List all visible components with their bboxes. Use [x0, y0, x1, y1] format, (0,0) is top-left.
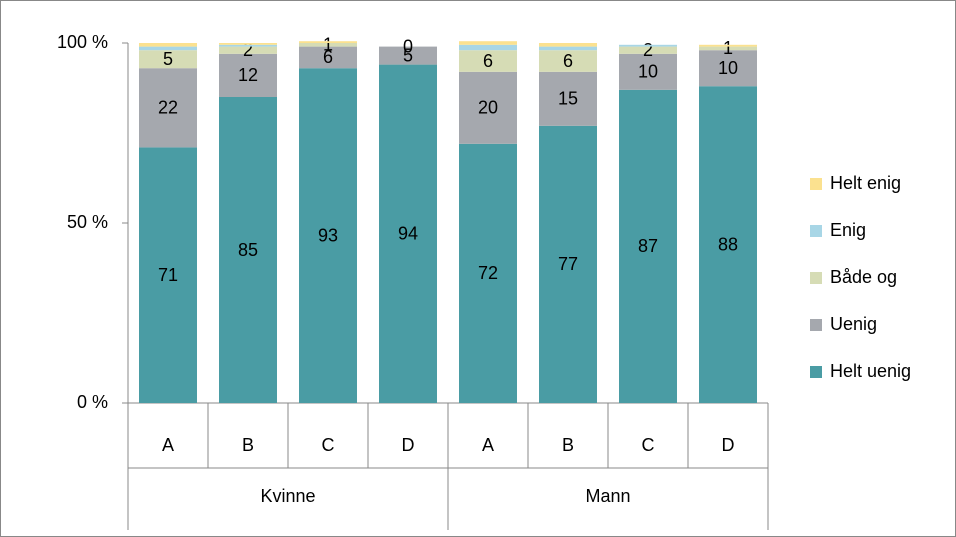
- bar-segment: [379, 64, 437, 403]
- legend-label: Både og: [830, 267, 897, 287]
- bar-segment: [699, 44, 757, 47]
- data-label: 2: [243, 40, 253, 60]
- bar-segment: [619, 53, 677, 90]
- bar-segment: [619, 44, 677, 47]
- data-label: 93: [318, 225, 338, 245]
- data-label: 0: [403, 36, 413, 56]
- data-label: 77: [558, 254, 578, 274]
- bar-segment: [699, 86, 757, 403]
- bar-segment: [139, 68, 197, 148]
- bar-segment: [619, 46, 677, 54]
- bar-segment: [139, 147, 197, 403]
- bar-segment: [539, 46, 597, 51]
- data-label: 85: [238, 240, 258, 260]
- bar-segment: [539, 43, 597, 47]
- x-tick-label: C: [642, 435, 655, 455]
- bar-segment: [219, 53, 277, 97]
- legend-label: Enig: [830, 220, 866, 240]
- x-tick-label: D: [722, 435, 735, 455]
- bar-segment: [539, 71, 597, 126]
- y-tick-label: 0 %: [77, 392, 108, 412]
- bar-segment: [539, 50, 597, 72]
- bar-segment: [139, 46, 197, 51]
- data-label: 6: [563, 51, 573, 71]
- y-tick-label: 50 %: [67, 212, 108, 232]
- legend-swatch: [810, 178, 822, 190]
- data-label: 5: [403, 45, 413, 65]
- data-label: 2: [643, 40, 653, 60]
- data-label: 87: [638, 236, 658, 256]
- bar-segment: [139, 43, 197, 47]
- legend-swatch: [810, 366, 822, 378]
- group-label: Kvinne: [260, 486, 315, 506]
- data-label: 88: [718, 234, 738, 254]
- bar-segment: [139, 50, 197, 69]
- data-label: 6: [483, 51, 493, 71]
- x-tick-label: C: [322, 435, 335, 455]
- bar-segment: [459, 71, 517, 144]
- x-tick-label: A: [162, 435, 174, 455]
- bar-segment: [219, 46, 277, 54]
- bar-segment: [459, 143, 517, 404]
- data-label: 10: [718, 58, 738, 78]
- legend-label: Helt enig: [830, 173, 901, 193]
- bar-segment: [219, 43, 277, 45]
- y-tick-label: 100 %: [57, 32, 108, 52]
- data-label: 15: [558, 89, 578, 109]
- bar-segment: [699, 50, 757, 87]
- x-tick-label: A: [482, 435, 494, 455]
- bar-segment: [299, 41, 357, 43]
- bar-segment: [219, 97, 277, 403]
- bar-segment: [219, 44, 277, 47]
- bar-segment: [299, 43, 357, 47]
- bar-segment: [379, 46, 437, 65]
- data-label: 6: [323, 47, 333, 67]
- legend-swatch: [810, 225, 822, 237]
- legend-label: Uenig: [830, 314, 877, 334]
- bar-segment: [299, 68, 357, 403]
- bar-segment: [459, 50, 517, 72]
- data-label: 20: [478, 98, 498, 118]
- x-tick-label: B: [242, 435, 254, 455]
- bar-segment: [299, 46, 357, 69]
- data-label: 72: [478, 263, 498, 283]
- legend-swatch: [810, 272, 822, 284]
- data-label: 10: [638, 62, 658, 82]
- data-label: 22: [158, 98, 178, 118]
- data-label: 12: [238, 65, 258, 85]
- data-label: 94: [398, 224, 418, 244]
- data-label: 5: [163, 49, 173, 69]
- data-label: 1: [323, 35, 333, 55]
- legend-label: Helt uenig: [830, 361, 911, 381]
- bar-segment: [619, 89, 677, 404]
- x-tick-label: B: [562, 435, 574, 455]
- bar-segment: [459, 41, 517, 45]
- group-label: Mann: [585, 486, 630, 506]
- data-label: 1: [723, 38, 733, 58]
- x-tick-label: D: [402, 435, 415, 455]
- bar-segment: [459, 44, 517, 51]
- legend-swatch: [810, 319, 822, 331]
- data-label: 71: [158, 265, 178, 285]
- bar-segment: [699, 46, 757, 51]
- bar-segment: [539, 125, 597, 404]
